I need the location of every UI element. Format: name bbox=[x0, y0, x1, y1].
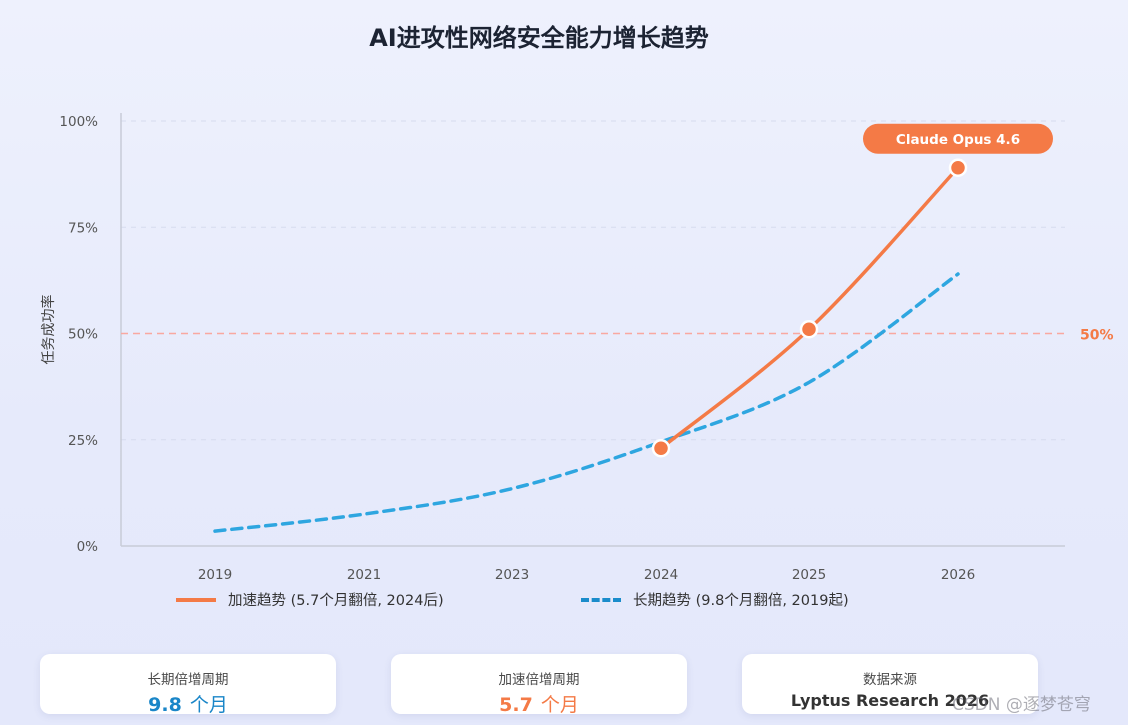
card-source-value: Lyptus Research 2026 bbox=[790, 691, 990, 710]
x-tick-label: 2023 bbox=[495, 567, 529, 583]
data-point-marker bbox=[799, 320, 819, 339]
card-value: 9.8 个月 bbox=[40, 690, 336, 714]
annotation-label: Claude Opus 4.6 bbox=[896, 132, 1020, 148]
card-number: 5.7 bbox=[499, 694, 533, 714]
y-axis-label: 任务成功率 bbox=[40, 295, 57, 365]
card-accelerated-doubling: 加速倍增周期 5.7 个月 bbox=[391, 654, 687, 714]
data-point-marker bbox=[948, 158, 968, 177]
legend-label-longterm: 长期趋势 (9.8个月翻倍, 2019起) bbox=[633, 593, 849, 609]
y-tick-label: 0% bbox=[77, 539, 99, 555]
legend-item-longterm: 长期趋势 (9.8个月翻倍, 2019起) bbox=[581, 589, 849, 610]
y-tick-label: 75% bbox=[68, 220, 98, 236]
chart-canvas: 0% 25% 50% 75% 100% 2019 2021 2023 2024 2025 2026 任… bbox=[40, 113, 1114, 583]
legend-swatch-dashed bbox=[581, 597, 621, 602]
y-tick-label: 100% bbox=[59, 114, 98, 130]
chart-title: AI进攻性网络安全能力增长趋势 bbox=[369, 24, 709, 52]
x-tick-label: 2024 bbox=[644, 567, 678, 583]
legend: 加速趋势 (5.7个月翻倍, 2024后) 长期趋势 (9.8个月翻倍, 201… bbox=[0, 589, 1128, 613]
card-label: 长期倍增周期 bbox=[147, 672, 229, 688]
legend-item-accelerated: 加速趋势 (5.7个月翻倍, 2024后) bbox=[176, 589, 444, 610]
card-label: 数据来源 bbox=[863, 672, 917, 688]
y-tick-label: 50% bbox=[68, 327, 98, 343]
card-data-source: 数据来源 Lyptus Research 2026 bbox=[742, 654, 1038, 714]
x-tick-label: 2019 bbox=[198, 567, 232, 583]
legend-label-accelerated: 加速趋势 (5.7个月翻倍, 2024后) bbox=[228, 593, 444, 609]
card-unit: 个月 bbox=[540, 694, 579, 714]
card-label: 加速倍增周期 bbox=[498, 672, 580, 688]
card-unit: 个月 bbox=[189, 694, 228, 714]
x-tick-label: 2026 bbox=[941, 567, 975, 583]
card-value: 5.7 个月 bbox=[391, 690, 687, 714]
card-longterm-doubling: 长期倍增周期 9.8 个月 bbox=[40, 654, 336, 714]
watermark: CSDN @逐梦苍穹 bbox=[952, 695, 1091, 715]
data-point-marker bbox=[651, 439, 671, 458]
annotation-badge bbox=[863, 123, 1053, 154]
y-tick-label: 25% bbox=[68, 433, 98, 449]
reference-line-label: 50% bbox=[1080, 328, 1114, 344]
card-number: 9.8 bbox=[148, 694, 182, 714]
series-line-accelerated bbox=[659, 166, 960, 450]
legend-swatch-solid bbox=[176, 597, 216, 602]
x-tick-label: 2025 bbox=[792, 567, 826, 583]
series-line-longterm bbox=[213, 272, 960, 533]
x-tick-label: 2021 bbox=[347, 567, 381, 583]
